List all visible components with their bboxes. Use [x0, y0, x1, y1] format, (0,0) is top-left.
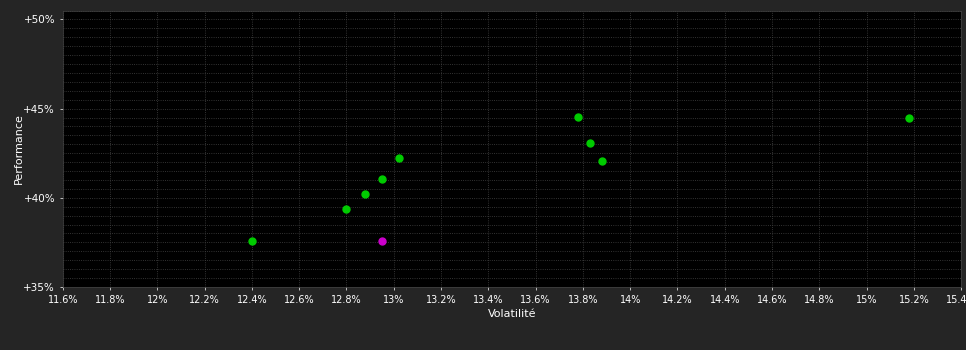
Y-axis label: Performance: Performance — [14, 113, 24, 184]
Point — [374, 238, 389, 243]
Point — [594, 159, 610, 164]
Point — [339, 206, 355, 211]
Point — [901, 116, 917, 121]
Point — [582, 141, 598, 146]
Point — [391, 155, 407, 160]
X-axis label: Volatilité: Volatilité — [488, 309, 536, 319]
Point — [357, 191, 373, 197]
Point — [244, 238, 260, 243]
Point — [374, 176, 389, 182]
Point — [571, 114, 586, 119]
